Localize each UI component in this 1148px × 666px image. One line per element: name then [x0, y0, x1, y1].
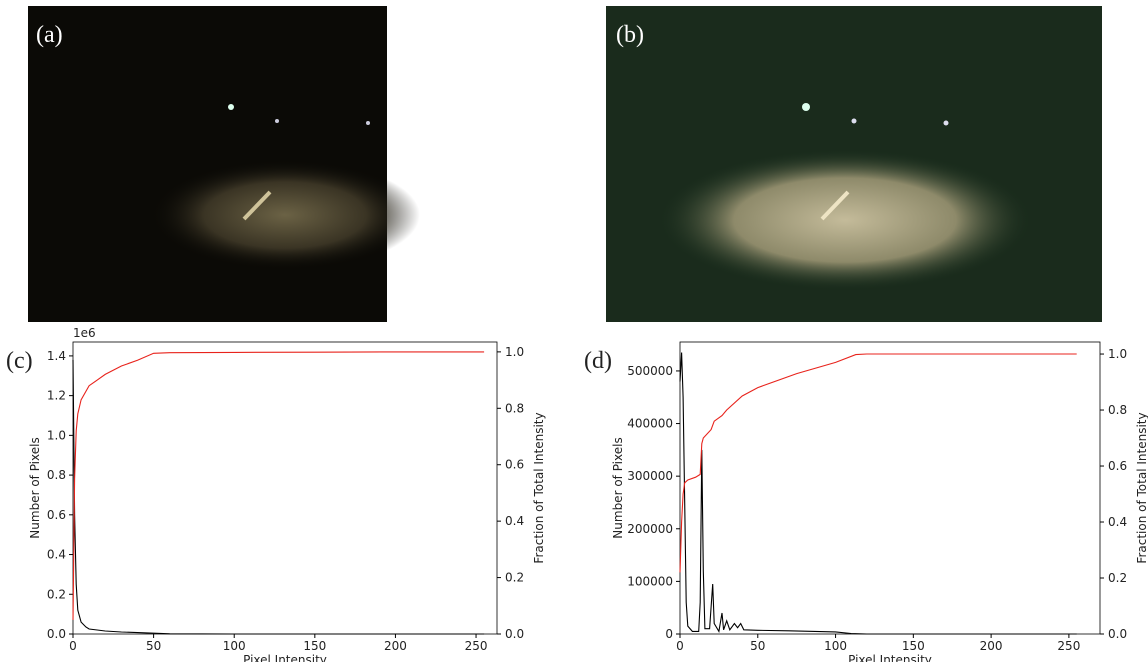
panel-label: (c) — [6, 348, 33, 374]
y2-tick-label: 0.4 — [505, 514, 524, 528]
y2-axis-label: Fraction of Total Intensity — [532, 412, 546, 563]
y-tick-label: 100000 — [627, 574, 673, 588]
y2-tick-label: 0.6 — [505, 458, 524, 472]
y-axis-label: Number of Pixels — [28, 437, 42, 538]
y2-tick-label: 0.2 — [505, 571, 524, 585]
x-tick-label: 0 — [676, 639, 684, 653]
y-tick-label: 1.0 — [47, 428, 66, 442]
y2-tick-label: 1.0 — [505, 345, 524, 359]
y-tick-label: 0.2 — [47, 587, 66, 601]
panel-label: (a) — [36, 22, 63, 48]
y-tick-label: 0.6 — [47, 508, 66, 522]
y2-tick-label: 0.2 — [1108, 571, 1127, 585]
y2-tick-label: 0.0 — [505, 627, 524, 641]
photo-b: (b) — [606, 6, 1102, 322]
y2-tick-label: 0.4 — [1108, 515, 1127, 529]
x-tick-label: 100 — [223, 639, 246, 653]
x-tick-label: 150 — [902, 639, 925, 653]
y2-tick-label: 0.0 — [1108, 627, 1127, 641]
y-tick-label: 200000 — [627, 522, 673, 536]
x-tick-label: 150 — [303, 639, 326, 653]
y-tick-label: 0 — [665, 627, 673, 641]
y2-axis-label: Fraction of Total Intensity — [1135, 412, 1148, 563]
plot-frame — [679, 341, 1101, 635]
panel-label: (b) — [616, 22, 644, 48]
x-tick-label: 50 — [146, 639, 161, 653]
y2-tick-label: 1.0 — [1108, 347, 1127, 361]
x-tick-label: 50 — [750, 639, 765, 653]
y-tick-label: 400000 — [627, 417, 673, 431]
series-line — [72, 351, 485, 620]
series-line — [679, 352, 1077, 635]
y-tick-label: 300000 — [627, 469, 673, 483]
x-tick-label: 100 — [824, 639, 847, 653]
x-tick-label: 250 — [465, 639, 488, 653]
photo-a: (a) — [28, 6, 420, 322]
y-tick-label: 1.2 — [47, 389, 66, 403]
y-tick-label: 1.4 — [47, 349, 66, 363]
y-tick-label: 0.4 — [47, 548, 66, 562]
y-tick-label: 500000 — [627, 364, 673, 378]
y2-tick-label: 0.8 — [1108, 403, 1127, 417]
y2-tick-label: 0.6 — [1108, 459, 1127, 473]
series-line — [72, 359, 485, 635]
x-axis-label: Pixel Intensity — [848, 653, 932, 662]
x-tick-label: 200 — [980, 639, 1003, 653]
y-tick-label: 0.0 — [47, 627, 66, 641]
y-offset-label: 1e6 — [73, 326, 96, 340]
plot-frame — [72, 341, 498, 635]
panel-label: (d) — [584, 348, 612, 374]
y2-tick-label: 0.8 — [505, 401, 524, 415]
x-axis-label: Pixel Intensity — [243, 653, 327, 662]
y-axis-label: Number of Pixels — [611, 437, 625, 538]
x-tick-label: 250 — [1057, 639, 1080, 653]
x-tick-label: 0 — [69, 639, 77, 653]
y-tick-label: 0.8 — [47, 468, 66, 482]
x-tick-label: 200 — [384, 639, 407, 653]
series-line — [679, 353, 1077, 573]
